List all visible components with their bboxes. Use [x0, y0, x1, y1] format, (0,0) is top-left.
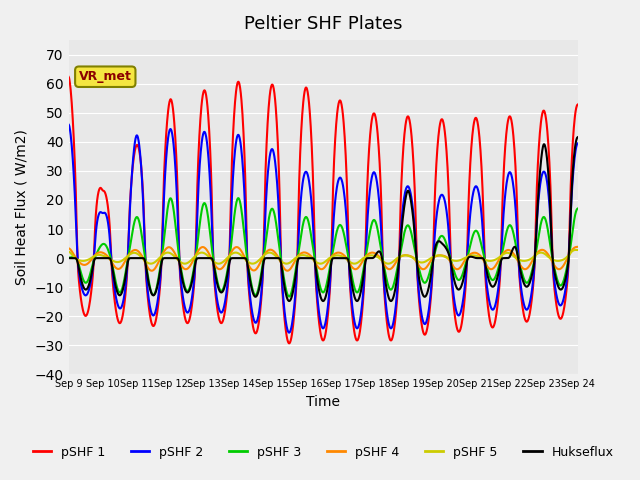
pSHF 2 [104, 220, 112, 226]
pSHF 2 [292, 289, 300, 295]
Line: pSHF 1: pSHF 1 [68, 77, 577, 343]
Line: pSHF 2: pSHF 2 [68, 125, 577, 333]
pSHF 3 [355, 287, 363, 293]
pSHF 2 [355, 323, 362, 329]
pSHF 5 [147, 261, 155, 266]
pSHF 5 [292, 255, 300, 261]
pSHF 4 [281, 266, 289, 272]
Hukseflux [125, 256, 132, 262]
pSHF 4 [355, 264, 362, 270]
Line: pSHF 4: pSHF 4 [68, 247, 577, 271]
pSHF 5 [355, 259, 362, 265]
Hukseflux [281, 285, 289, 290]
Hukseflux [300, 255, 308, 261]
pSHF 3 [285, 294, 293, 300]
pSHF 1 [301, 89, 308, 95]
pSHF 1 [65, 74, 72, 80]
pSHF 5 [281, 261, 289, 266]
pSHF 4 [284, 268, 291, 274]
pSHF 3 [281, 281, 289, 287]
pSHF 1 [281, 316, 289, 322]
pSHF 3 [125, 251, 132, 257]
pSHF 4 [65, 245, 72, 251]
Title: Peltier SHF Plates: Peltier SHF Plates [244, 15, 403, 33]
pSHF 2 [281, 309, 289, 314]
pSHF 5 [65, 249, 72, 255]
pSHF 2 [285, 330, 293, 336]
Hukseflux [104, 255, 112, 261]
Hukseflux [355, 297, 362, 303]
pSHF 1 [355, 335, 362, 341]
pSHF 3 [104, 247, 112, 252]
pSHF 4 [573, 244, 581, 250]
pSHF 5 [572, 247, 580, 253]
pSHF 2 [65, 122, 72, 128]
pSHF 4 [104, 254, 112, 260]
pSHF 1 [292, 296, 300, 301]
pSHF 1 [104, 205, 112, 211]
pSHF 4 [292, 257, 300, 263]
pSHF 1 [125, 228, 132, 234]
pSHF 5 [301, 252, 308, 258]
pSHF 3 [235, 195, 243, 201]
pSHF 1 [573, 102, 581, 108]
pSHF 2 [573, 141, 581, 146]
pSHF 5 [573, 247, 581, 253]
X-axis label: Time: Time [306, 395, 340, 409]
pSHF 3 [573, 206, 581, 212]
Line: Hukseflux: Hukseflux [68, 137, 577, 301]
Y-axis label: Soil Heat Flux ( W/m2): Soil Heat Flux ( W/m2) [15, 129, 29, 285]
pSHF 5 [104, 255, 112, 261]
pSHF 2 [301, 170, 308, 176]
pSHF 5 [125, 252, 132, 258]
pSHF 1 [285, 340, 293, 346]
Hukseflux [573, 134, 581, 140]
pSHF 3 [65, 255, 72, 261]
Legend: pSHF 1, pSHF 2, pSHF 3, pSHF 4, pSHF 5, Hukseflux: pSHF 1, pSHF 2, pSHF 3, pSHF 4, pSHF 5, … [28, 441, 618, 464]
Hukseflux [387, 298, 395, 304]
Line: pSHF 5: pSHF 5 [68, 250, 577, 264]
pSHF 2 [125, 233, 132, 239]
pSHF 3 [292, 266, 300, 272]
Hukseflux [65, 255, 72, 261]
pSHF 4 [301, 250, 308, 255]
pSHF 4 [125, 252, 132, 258]
Hukseflux [291, 276, 299, 282]
Text: VR_met: VR_met [79, 70, 132, 83]
Line: pSHF 3: pSHF 3 [68, 198, 577, 297]
pSHF 3 [301, 215, 308, 221]
